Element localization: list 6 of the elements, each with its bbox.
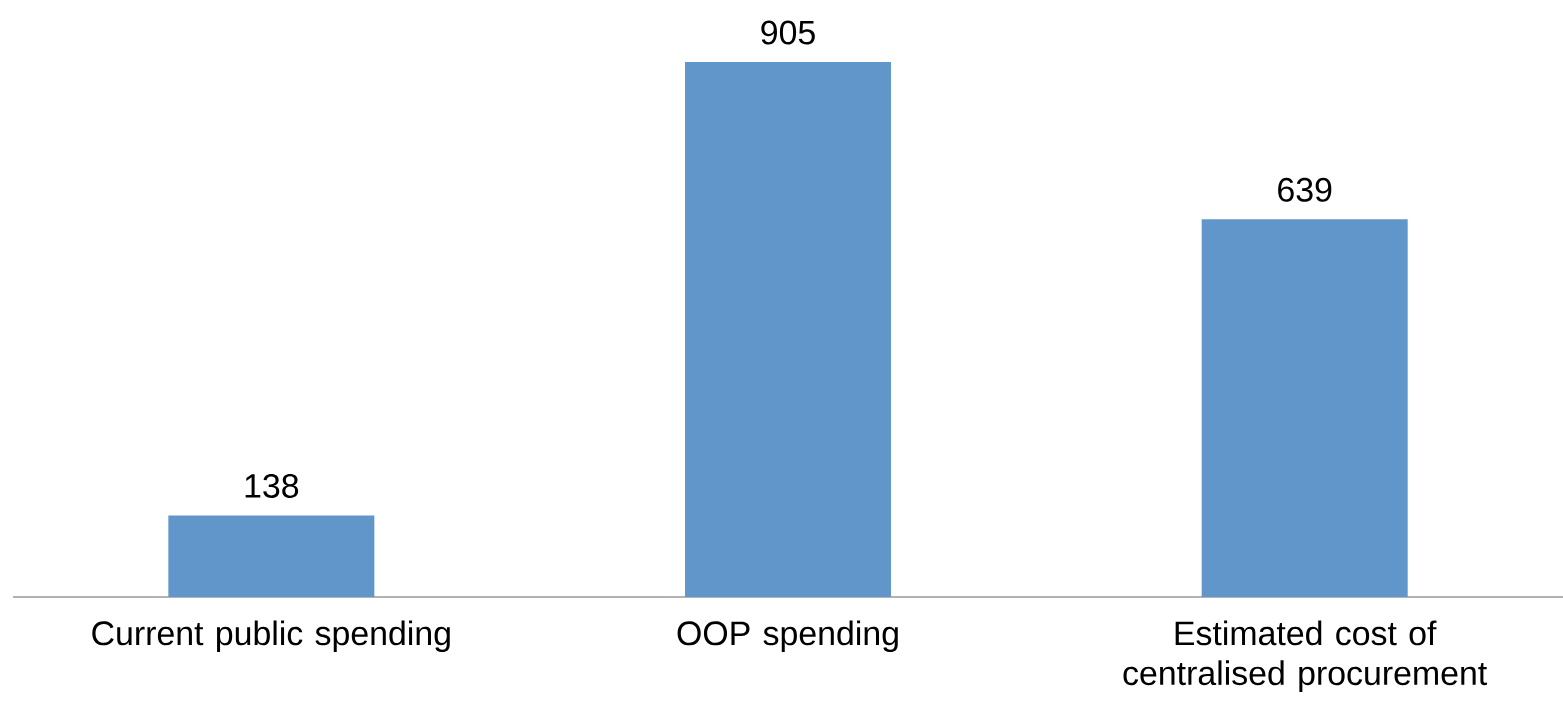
data-label: 905 [761,20,815,45]
data-label: 639 [1278,177,1332,202]
x-tick-label: Current public spending [92,620,450,653]
x-tick-label: OOP spending [677,620,898,653]
x-tick-label: Estimated cost of centralised procurement [1123,620,1487,692]
data-label: 138 [245,473,299,498]
